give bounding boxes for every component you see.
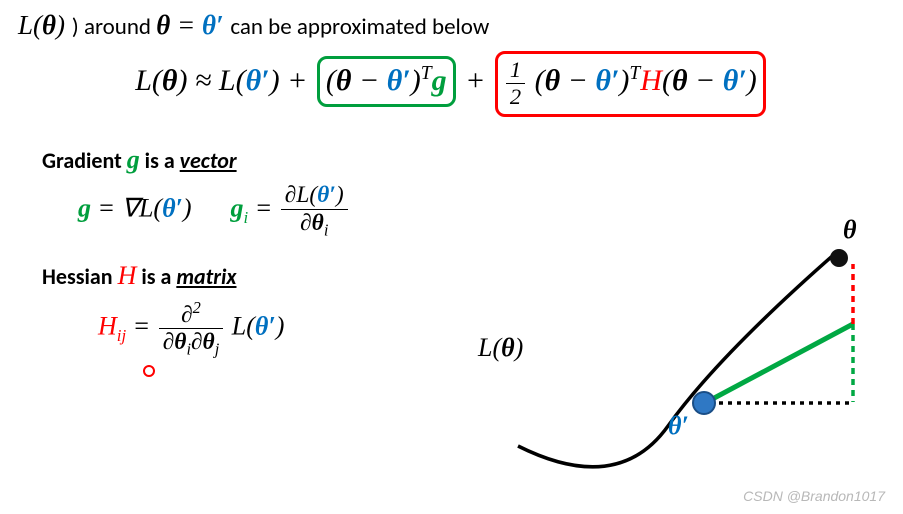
intro-line: L(θ) ) around θ = θ′ can be approximated… — [18, 10, 885, 41]
transpose: T — [421, 63, 432, 84]
t: = ∇L( — [91, 194, 162, 223]
den: ∂θi∂θj — [159, 329, 224, 358]
plus: + — [287, 64, 307, 97]
sub: j — [215, 340, 220, 359]
pointer-dot-icon — [143, 365, 155, 377]
t: Gradient — [42, 147, 127, 174]
theta-prime: θ′ — [202, 10, 224, 40]
theta: θ — [545, 64, 561, 97]
approx: ≈ — [195, 64, 219, 97]
half-fraction: 1 2 — [506, 58, 525, 108]
minus: − — [351, 64, 386, 97]
gradient-heading: Gradient g is a vector — [42, 145, 885, 175]
gi: g — [231, 194, 244, 223]
theta-point — [830, 249, 848, 267]
g: g — [432, 64, 447, 97]
eq: = — [133, 311, 157, 340]
num: ∂2 — [159, 299, 224, 329]
t: ∂L( — [285, 182, 317, 208]
t: is a — [136, 263, 176, 290]
minus: − — [688, 64, 723, 97]
theta-prime: θ′ — [387, 64, 411, 97]
theta: θ — [162, 64, 178, 97]
theta: θ — [174, 329, 186, 355]
minus: − — [560, 64, 595, 97]
num: ∂L(θ′) — [281, 183, 348, 210]
t: L( — [18, 10, 42, 40]
t: is a — [140, 147, 180, 174]
tangent-line — [703, 324, 853, 404]
Hij: H — [98, 311, 117, 340]
watermark: CSDN @Brandon1017 — [743, 488, 885, 504]
t: ) — [336, 182, 344, 208]
theta-prime: θ′ — [317, 182, 336, 208]
L: L( — [219, 64, 246, 97]
theta-prime: θ′ — [723, 64, 747, 97]
theta-label: θ — [843, 215, 857, 244]
second-partial-fraction: ∂2 ∂θi∂θj — [159, 299, 224, 358]
den: 2 — [506, 84, 525, 109]
theta: θ — [312, 210, 324, 236]
rp: ) — [747, 64, 757, 97]
g: g — [127, 145, 140, 174]
txt: can be approximated below — [230, 13, 489, 41]
t: ∂ — [181, 301, 193, 327]
gradient-term-box: (θ − θ′)Tg — [317, 56, 456, 107]
taylor-diagram: L(θ) θ θ′ — [458, 196, 878, 486]
lp: ( — [535, 64, 545, 97]
theta-prime-label: θ′ — [668, 411, 689, 440]
rp: ) — [270, 64, 280, 97]
theta: θ — [42, 10, 56, 40]
t: Hessian — [42, 263, 118, 290]
H: H — [640, 64, 662, 97]
den: ∂θi — [281, 210, 348, 239]
num: 1 — [506, 58, 525, 84]
rp: ) — [183, 194, 192, 223]
intro-math: L(θ) — [18, 10, 72, 40]
g: g — [78, 194, 91, 223]
eq: = — [255, 194, 279, 223]
curve-label: L(θ) — [477, 333, 523, 362]
theta-prime: θ′ — [255, 311, 276, 340]
txt: ) around — [72, 13, 156, 41]
ij: ij — [117, 325, 126, 344]
rp: ) — [177, 64, 187, 97]
theta-prime-point — [693, 392, 715, 414]
intro-math2: θ = θ′ — [156, 10, 230, 40]
H: H — [118, 261, 137, 290]
plus: + — [465, 64, 485, 97]
theta: θ — [156, 10, 170, 40]
theta: θ — [672, 64, 688, 97]
rp: ) — [411, 64, 421, 97]
theta-prime: θ′ — [162, 194, 183, 223]
t: ∂ — [191, 329, 203, 355]
lp: ( — [326, 64, 336, 97]
sq: 2 — [193, 298, 201, 317]
t: L( — [232, 311, 255, 340]
t: ∂ — [163, 329, 175, 355]
theta: θ — [336, 64, 352, 97]
L: L( — [135, 64, 162, 97]
lp: ( — [662, 64, 672, 97]
matrix-word: matrix — [176, 263, 236, 290]
t: ) — [56, 10, 65, 40]
rp: ) — [619, 64, 629, 97]
theta: θ — [203, 329, 215, 355]
t: ∂ — [300, 210, 312, 236]
eq: = — [170, 10, 202, 40]
theta-prime: θ′ — [595, 64, 619, 97]
partial-fraction: ∂L(θ′) ∂θi — [281, 183, 348, 238]
rp: ) — [276, 311, 285, 340]
hessian-term-box: 1 2 (θ − θ′)TH(θ − θ′) — [495, 51, 766, 117]
main-equation: L(θ) ≈ L(θ′) + (θ − θ′)Tg + 1 2 (θ − θ′)… — [18, 51, 885, 117]
vector-word: vector — [180, 147, 237, 174]
gi-sub: i — [244, 208, 249, 227]
transpose: T — [629, 63, 640, 84]
theta-prime: θ′ — [246, 64, 270, 97]
sub: i — [324, 220, 329, 239]
